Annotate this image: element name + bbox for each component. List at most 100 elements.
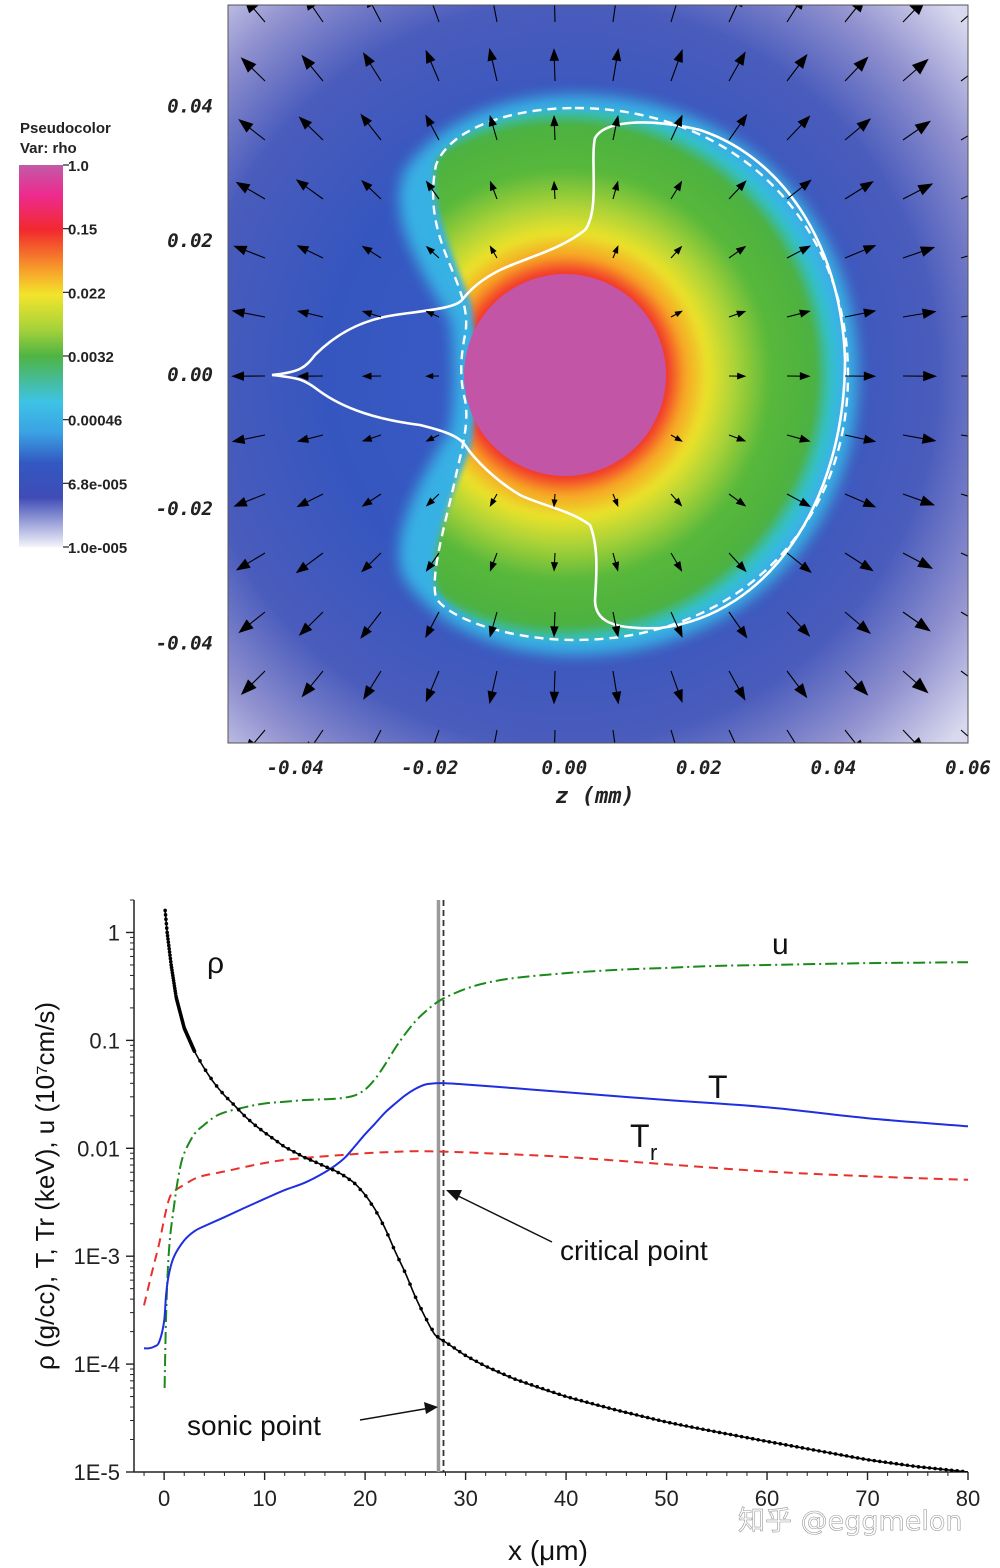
velocity-arrowhead [361, 180, 373, 192]
velocity-arrowhead [862, 245, 877, 255]
velocity-arrow [960, 135, 968, 141]
x-tick-label: 50 [654, 1486, 678, 1511]
rho-marker [877, 1459, 882, 1464]
velocity-arrowhead [549, 691, 560, 705]
velocity-arrowhead [297, 371, 309, 381]
velocity-arrowhead [361, 497, 373, 507]
rho-marker [413, 1295, 418, 1300]
rho-marker [607, 1406, 611, 1410]
velocity-arrow [493, 5, 498, 23]
velocity-arrowhead [798, 497, 812, 507]
velocity-arrowhead [361, 561, 373, 573]
velocity-arrowhead [737, 5, 743, 8]
colorbar-label: 0.0032 [68, 349, 114, 366]
velocity-arrowhead [917, 556, 934, 569]
velocity-arrowhead [799, 372, 811, 381]
velocity-arrowhead [735, 497, 747, 507]
velocity-arrowhead [673, 180, 683, 192]
velocity-arrowhead [977, 247, 994, 258]
velocity-arrow [960, 195, 968, 200]
rho-marker [270, 1135, 274, 1140]
rho-marker [220, 1090, 224, 1095]
y-tick-label: 1E-5 [74, 1460, 120, 1485]
velocity-arrowhead [235, 558, 251, 571]
top-x-tick-labels: -0.04 -0.02 0.00 0.02 0.04 0.06 [267, 757, 991, 779]
rho-marker [855, 1456, 860, 1460]
rho-marker [839, 1453, 843, 1457]
rho-marker [402, 1269, 407, 1274]
bottom-ticks: 0 10 20 30 40 50 60 70 80 1 0.1 0.01 1E-3 1E-4 1E-5 [74, 899, 980, 1511]
rho-marker [634, 1413, 639, 1417]
velocity-arrowhead [307, 741, 311, 743]
velocity-arrowhead [551, 499, 558, 508]
rho-marker [164, 926, 169, 930]
x-tick-label: 20 [353, 1486, 377, 1511]
series-rho-line [164, 910, 968, 1472]
y-tick-label: 1 [108, 920, 120, 945]
velocity-arrowhead [366, 5, 374, 9]
rho-marker [347, 1177, 352, 1182]
velocity-arrowhead [550, 626, 559, 638]
velocity-arrowhead [923, 370, 937, 382]
velocity-arrowhead [921, 308, 937, 319]
velocity-arrowhead [488, 748, 499, 763]
velocity-arrowhead [793, 5, 803, 10]
velocity-arrowhead [610, 0, 621, 3]
rho-marker [861, 1457, 865, 1461]
velocity-arrowhead [674, 310, 683, 318]
rho-marker [325, 1165, 329, 1170]
rho-marker [728, 1432, 733, 1437]
velocity-arrowhead [365, 744, 377, 760]
velocity-arrowhead [360, 113, 372, 127]
rho-marker [596, 1403, 600, 1407]
rho-marker [712, 1429, 716, 1434]
velocity-arrow [373, 729, 382, 743]
rho-marker [866, 1458, 871, 1462]
velocity-arrowhead [301, 54, 316, 70]
rho-marker [656, 1418, 661, 1423]
rho-marker [275, 1139, 280, 1144]
velocity-arrow [960, 493, 968, 497]
rho-marker [601, 1404, 606, 1409]
colorbar-labels: 1.0 0.15 0.022 0.0032 0.00046 6.8e-005 1.0e-00… [63, 158, 127, 557]
rho-marker [651, 1417, 655, 1421]
velocity-arrowhead [863, 371, 877, 381]
top-y-tick-labels: 0.04 0.02 0.00 -0.02 -0.04 [156, 96, 213, 655]
velocity-arrowhead [736, 113, 748, 127]
velocity-arrowhead [231, 434, 246, 444]
rho-marker [679, 1423, 683, 1427]
rho-marker [739, 1434, 744, 1439]
velocity-arrows [231, 0, 994, 763]
top-y-tick-label: 0.00 [167, 364, 213, 386]
velocity-arrowhead [425, 560, 436, 572]
rho-marker [419, 1306, 423, 1311]
rho-marker [772, 1441, 777, 1445]
velocity-arrow [960, 315, 968, 318]
velocity-arrow [960, 75, 968, 82]
rho-marker [518, 1379, 523, 1383]
bottom-x-axis-label: x (μm) [508, 1535, 588, 1566]
rho-marker [795, 1445, 799, 1449]
velocity-arrowhead [736, 625, 748, 639]
rho-marker [203, 1068, 208, 1072]
rho-marker [452, 1346, 457, 1350]
velocity-arrow [960, 670, 968, 677]
velocity-arrowhead [301, 682, 316, 698]
rho-marker [336, 1170, 340, 1175]
rho-marker [319, 1163, 324, 1167]
rho-marker [408, 1282, 412, 1286]
rho-marker [507, 1374, 512, 1379]
velocity-arrowhead [306, 5, 317, 11]
rho-marker [916, 1464, 921, 1469]
velocity-arrow [960, 729, 968, 738]
rho-marker [380, 1221, 385, 1226]
velocity-arrowhead [611, 691, 622, 705]
velocity-arrowhead [425, 180, 436, 192]
rho-marker [949, 1468, 954, 1472]
velocity-arrowhead [674, 435, 683, 442]
velocity-arrowhead [549, 48, 560, 61]
velocity-arrowhead [612, 245, 619, 254]
rho-marker [900, 1462, 904, 1467]
rho-marker [341, 1173, 346, 1178]
velocity-arrowhead [673, 114, 683, 128]
